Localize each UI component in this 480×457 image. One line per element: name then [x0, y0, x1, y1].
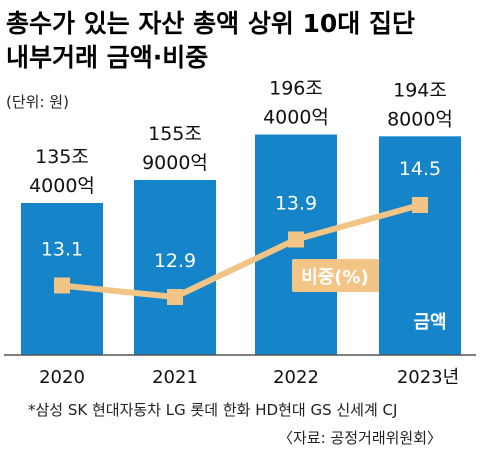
x-tick-2020: 2020 — [39, 367, 85, 388]
ratio-legend-badge: 비중(%) — [292, 259, 379, 292]
amount-label-2022-1: 196조 — [269, 78, 323, 100]
ratio-series: 13.1 12.9 13.9 14.5 — [41, 158, 441, 305]
bar-2021 — [134, 179, 216, 355]
amount-label-2021-2: 9000억 — [142, 152, 208, 174]
ratio-legend-label: 비중(%) — [301, 267, 369, 288]
footnote: *삼성 SK 현대자동차 LG 롯데 한화 HD현대 GS 신세계 CJ — [28, 401, 397, 419]
ratio-point-2022 — [288, 231, 304, 248]
chart-title-line1: 총수가 있는 자산 총액 상위 10대 집단 — [6, 9, 415, 38]
unit-label: (단위: 원) — [6, 93, 69, 111]
ratio-point-2023년 — [412, 197, 428, 213]
ratio-legend-box — [292, 259, 379, 292]
x-tick-2022: 2022 — [273, 367, 319, 388]
amount-label-2020-2: 4000억 — [29, 175, 95, 197]
source-note: 〈자료: 공정거래위원회〉 — [278, 429, 442, 447]
x-tick-2023년: 2023년 — [397, 367, 459, 388]
ratio-point-2020 — [54, 277, 70, 294]
ratio-point-2021 — [167, 289, 183, 305]
ratio-label-2022: 13.9 — [275, 193, 317, 215]
bar-series — [21, 134, 461, 355]
amount-label-2023년-1: 194조 — [393, 79, 447, 101]
ratio-label-2021: 12.9 — [154, 250, 196, 272]
ratio-label-2020: 13.1 — [41, 239, 83, 261]
amount-series-label: 금액 — [413, 312, 446, 333]
amount-label-2023년-2: 8000억 — [387, 108, 453, 130]
bar-2023년 — [379, 136, 461, 355]
ratio-label-2023년: 14.5 — [399, 158, 441, 180]
x-tick-2021: 2021 — [152, 367, 198, 388]
ratio-line-path — [61, 202, 421, 300]
amount-label-2020-1: 135조 — [35, 146, 89, 168]
chart-title-line2: 내부거래 금액·비중 — [6, 43, 208, 72]
amount-label-2021-1: 155조 — [148, 123, 202, 145]
amount-labels: 135조 4000억 155조 9000억 196조 4000억 194조 8000억 — [29, 78, 453, 197]
amount-label-2022-2: 4000억 — [263, 107, 329, 129]
x-axis-ticks: 2020 2021 2022 2023년 — [39, 367, 459, 388]
